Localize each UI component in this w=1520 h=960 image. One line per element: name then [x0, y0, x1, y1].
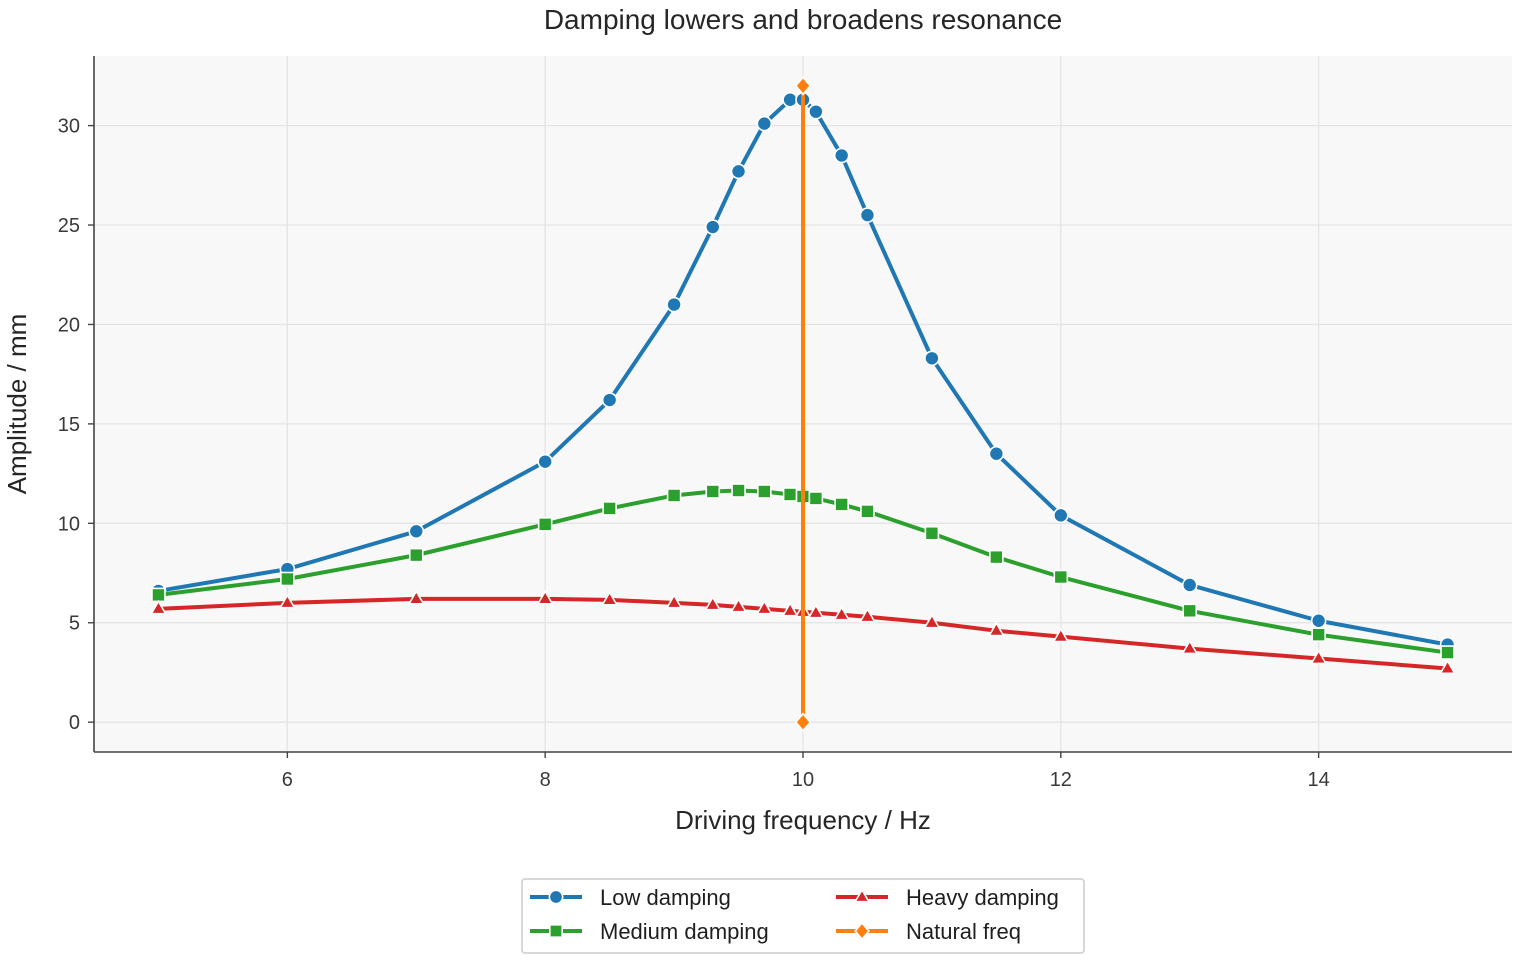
data-point [782, 91, 798, 108]
data-point [1052, 627, 1070, 643]
legend-item: Medium damping [530, 919, 769, 944]
data-point [989, 549, 1004, 565]
data-point [730, 163, 747, 180]
legend-marker [854, 921, 870, 941]
series-line [156, 596, 1450, 671]
data-point [755, 599, 773, 615]
legend-label: Medium damping [600, 919, 769, 944]
legend-marker [548, 889, 564, 905]
data-point [407, 589, 425, 605]
data-point [794, 712, 812, 732]
x-tick-label: 14 [1308, 769, 1330, 791]
data-point [1181, 639, 1199, 655]
data-point [1439, 659, 1457, 675]
axes-layer: 6 8 10 12 14 0 5 10 15 20 25 30 [58, 56, 1512, 791]
data-point [704, 219, 721, 235]
legend: Low damping Medium damping Heavy damping Na… [521, 878, 1085, 954]
legend-item: Heavy damping [836, 885, 1059, 910]
data-point [665, 593, 683, 609]
legend-label: Heavy damping [906, 885, 1059, 910]
y-tick-label: 20 [58, 314, 80, 336]
x-tick-label: 12 [1050, 769, 1072, 791]
data-point [1311, 627, 1326, 642]
series-2 [149, 589, 1457, 675]
y-axis-label: Amplitude / mm [2, 314, 32, 495]
y-tick-label: 5 [69, 613, 80, 635]
x-tick-label: 6 [282, 769, 293, 791]
y-tick-label: 30 [58, 116, 80, 138]
data-point [1053, 507, 1069, 524]
data-point [705, 484, 721, 499]
legend-label: Natural freq [906, 919, 1021, 944]
legend-item: Low damping [530, 885, 731, 910]
y-tick-label: 15 [58, 414, 80, 436]
data-point [833, 147, 850, 164]
legend-marker [853, 888, 871, 903]
data-point [924, 350, 940, 367]
data-point [536, 589, 554, 605]
series-1 [151, 483, 1455, 660]
y-tick-label: 0 [69, 712, 80, 734]
data-point [1181, 577, 1198, 593]
data-point [858, 607, 876, 623]
data-point [408, 523, 425, 540]
data-point [782, 487, 798, 502]
data-point [601, 590, 619, 606]
x-tick-label: 10 [792, 769, 814, 791]
legend-marker [549, 924, 563, 938]
data-point [704, 595, 722, 611]
data-point [1182, 603, 1198, 619]
data-point [730, 597, 748, 613]
data-point [537, 453, 553, 470]
data-point [1310, 649, 1328, 665]
data-point [756, 115, 773, 132]
data-point [808, 103, 824, 120]
data-point [1310, 612, 1327, 629]
data-point [923, 613, 941, 629]
data-point [408, 547, 424, 563]
data-point [988, 445, 1005, 462]
data-point [666, 296, 682, 313]
y-tick-label: 10 [58, 513, 80, 535]
legend-item: Natural freq [836, 919, 1021, 944]
data-point [807, 603, 825, 619]
data-point [1053, 569, 1069, 585]
legend-frame [521, 878, 1085, 954]
data-point [834, 497, 849, 512]
data-point [601, 392, 618, 408]
data-point [278, 593, 296, 609]
data-point [781, 601, 799, 617]
data-point [860, 504, 875, 519]
x-axis-label: Driving frequency / Hz [675, 805, 931, 835]
data-point [666, 488, 682, 503]
data-point [280, 571, 295, 587]
data-point [151, 587, 166, 603]
data-point [833, 605, 851, 621]
series-3 [794, 76, 812, 732]
data-point [731, 483, 746, 498]
data-point [808, 491, 824, 506]
data-point [757, 484, 772, 499]
legend-label: Low damping [600, 885, 731, 910]
series-layer [149, 76, 1457, 732]
data-point [602, 501, 617, 516]
data-point [1440, 645, 1455, 660]
data-point [859, 207, 876, 223]
data-point [987, 621, 1005, 637]
x-tick-label: 8 [540, 769, 551, 791]
data-point [924, 525, 940, 541]
data-point [794, 76, 812, 96]
chart-title: Damping lowers and broadens resonance [544, 4, 1062, 35]
y-tick-label: 25 [58, 215, 80, 237]
data-point [149, 599, 167, 615]
data-point [537, 517, 553, 532]
